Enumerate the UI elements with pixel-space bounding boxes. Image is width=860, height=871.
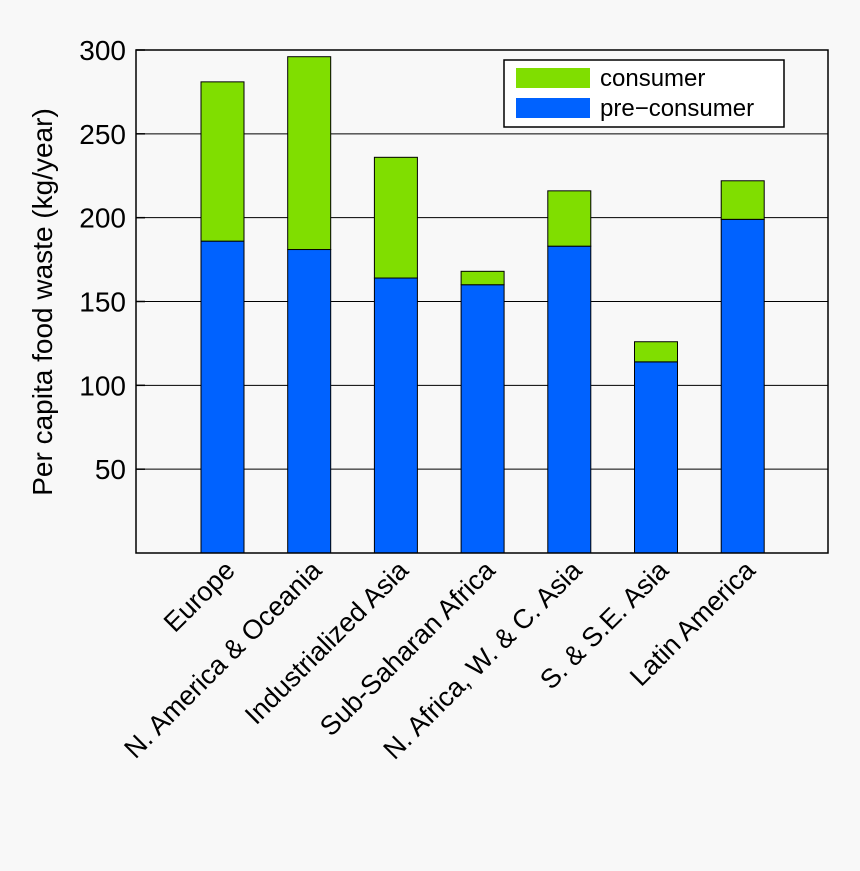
- y-axis-title: Per capita food waste (kg/year): [27, 108, 58, 496]
- bar-pre-consumer: [200, 240, 245, 554]
- bar-pre-consumer: [460, 284, 505, 554]
- legend-label: pre−consumer: [600, 95, 754, 122]
- bar-pre-consumer: [287, 249, 332, 554]
- bar-pre-consumer: [373, 277, 418, 554]
- y-tick-label: 150: [79, 287, 126, 318]
- bar-pre-consumer: [547, 245, 592, 554]
- bar-consumer: [547, 190, 592, 247]
- x-category-label: Industrialized Asia: [239, 554, 415, 730]
- y-tick-label: 100: [79, 370, 126, 401]
- y-tick-label: 250: [79, 119, 126, 150]
- y-tick-label: 300: [79, 35, 126, 66]
- bar-consumer: [634, 341, 678, 363]
- y-tick-label: 200: [79, 203, 126, 234]
- legend-label: consumer: [600, 65, 705, 92]
- legend: consumer pre−consumer: [503, 59, 785, 128]
- x-category-label: Europe: [158, 555, 241, 638]
- bar-consumer: [287, 56, 332, 251]
- bar-consumer: [460, 270, 505, 286]
- bar-pre-consumer: [634, 361, 678, 554]
- bars: [200, 56, 765, 554]
- bar-pre-consumer: [720, 218, 765, 554]
- bar-consumer: [720, 180, 765, 220]
- bar-consumer: [200, 81, 245, 242]
- y-tick-label: 50: [95, 454, 126, 485]
- legend-swatch: [516, 68, 590, 88]
- y-axis-ticks: 50 100 150 200 250 300: [79, 35, 145, 485]
- bar-consumer: [373, 156, 418, 279]
- legend-swatch: [516, 98, 590, 118]
